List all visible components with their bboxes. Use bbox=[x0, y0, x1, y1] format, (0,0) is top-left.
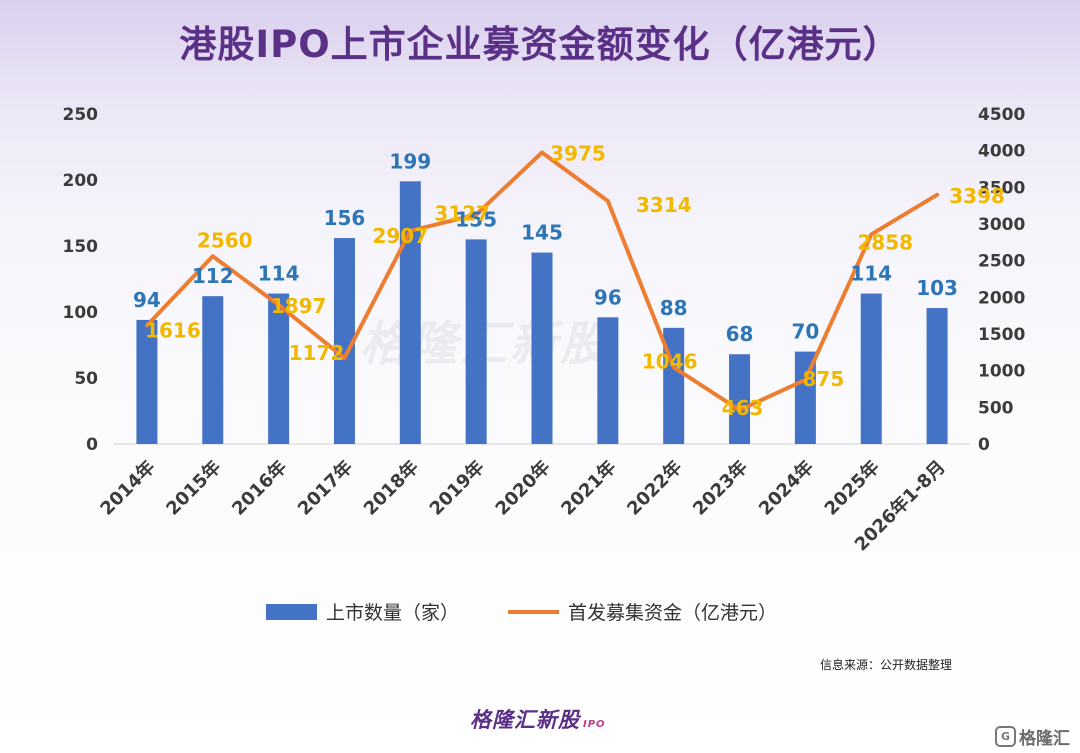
line-data-label: 2858 bbox=[857, 230, 913, 254]
line-data-label: 3127 bbox=[434, 202, 490, 226]
bar bbox=[202, 296, 224, 444]
x-tick-label: 2025年 bbox=[820, 456, 884, 520]
line-data-label: 1897 bbox=[271, 294, 327, 318]
bar bbox=[926, 308, 948, 444]
bar-data-label: 114 bbox=[258, 262, 300, 286]
y-left-tick-label: 0 bbox=[86, 435, 98, 455]
y-left-tick-label: 200 bbox=[63, 171, 99, 191]
bar bbox=[794, 351, 816, 444]
line-data-label: 2907 bbox=[372, 224, 428, 248]
bar-data-label: 103 bbox=[916, 276, 958, 300]
bar bbox=[268, 293, 290, 444]
x-tick-label: 2015年 bbox=[162, 456, 226, 520]
bar-data-label: 94 bbox=[133, 288, 161, 312]
y-right-tick-label: 4500 bbox=[978, 105, 1025, 125]
corner-brand: G 格隆汇 bbox=[995, 724, 1070, 749]
bar-data-label: 155 bbox=[455, 207, 497, 231]
legend-label-bar: 上市数量（家） bbox=[326, 602, 459, 624]
bar-data-label: 88 bbox=[660, 296, 688, 320]
line-data-label: 463 bbox=[722, 396, 764, 420]
x-tick-label: 2021年 bbox=[557, 456, 621, 520]
x-tick-label: 2016年 bbox=[227, 456, 291, 520]
y-right-tick-label: 500 bbox=[978, 398, 1014, 418]
y-right-tick-label: 2000 bbox=[978, 288, 1025, 308]
chart-title: 港股IPO上市企业募资金额变化（亿港元） bbox=[179, 23, 901, 66]
line-data-label: 2560 bbox=[197, 228, 253, 252]
corner-brand-text: 格隆汇 bbox=[1019, 729, 1070, 749]
y-left-tick-label: 150 bbox=[63, 237, 99, 257]
line-data-label: 875 bbox=[803, 367, 845, 391]
legend-label-line: 首发募集资金（亿港元） bbox=[568, 602, 777, 624]
x-tick-label: 2024年 bbox=[754, 456, 818, 520]
y-right-tick-label: 0 bbox=[978, 435, 990, 455]
bar-data-label: 199 bbox=[389, 149, 431, 173]
x-tick-label: 2018年 bbox=[359, 456, 423, 520]
bar bbox=[597, 317, 619, 444]
x-tick-label: 2014年 bbox=[96, 456, 160, 520]
bar bbox=[465, 239, 487, 444]
footer-logo-text: 格隆汇新股 bbox=[470, 708, 580, 732]
bar-data-label: 68 bbox=[726, 322, 754, 346]
bar bbox=[531, 252, 553, 444]
bar bbox=[399, 181, 421, 444]
y-right-tick-label: 3500 bbox=[978, 178, 1025, 198]
bar bbox=[136, 319, 158, 444]
footer-logo-ipo: IPO bbox=[583, 719, 606, 730]
y-right-tick-label: 3000 bbox=[978, 215, 1025, 235]
bar-data-label: 156 bbox=[324, 206, 366, 230]
x-tick-label: 2023年 bbox=[688, 456, 752, 520]
bar-data-label: 96 bbox=[594, 285, 622, 309]
line-data-label: 1172 bbox=[289, 341, 345, 365]
x-tick-label: 2022年 bbox=[623, 456, 687, 520]
bar bbox=[729, 354, 751, 444]
y-right-tick-label: 1000 bbox=[978, 362, 1025, 382]
legend-swatch-bar bbox=[266, 604, 317, 620]
bar bbox=[333, 238, 355, 444]
y-right-tick-label: 2500 bbox=[978, 252, 1025, 272]
x-tick-label: 2017年 bbox=[293, 456, 357, 520]
source-note: 信息来源：公开数据整理 bbox=[820, 658, 953, 672]
line-data-label: 1616 bbox=[145, 318, 201, 342]
x-tick-label: 2019年 bbox=[425, 456, 489, 520]
line-data-label: 3975 bbox=[550, 142, 606, 166]
line-data-label: 1046 bbox=[642, 349, 698, 373]
y-left-tick-label: 250 bbox=[63, 105, 99, 125]
footer-logo: 格隆汇新股 IPO bbox=[470, 704, 606, 734]
bar-data-label: 114 bbox=[850, 262, 892, 286]
bar-data-label: 70 bbox=[791, 320, 819, 344]
y-left-tick-label: 50 bbox=[74, 369, 98, 389]
y-left-tick-label: 100 bbox=[63, 303, 99, 323]
bar-data-label: 112 bbox=[192, 264, 234, 288]
y-right-tick-label: 4000 bbox=[978, 142, 1025, 162]
bar bbox=[860, 293, 882, 444]
bar-data-label: 145 bbox=[521, 221, 563, 245]
x-tick-label: 2020年 bbox=[491, 456, 555, 520]
line-data-label: 3398 bbox=[949, 184, 1005, 208]
y-right-tick-label: 1500 bbox=[978, 325, 1025, 345]
brand-g-icon: G bbox=[995, 726, 1016, 747]
line-data-label: 3314 bbox=[636, 193, 692, 217]
